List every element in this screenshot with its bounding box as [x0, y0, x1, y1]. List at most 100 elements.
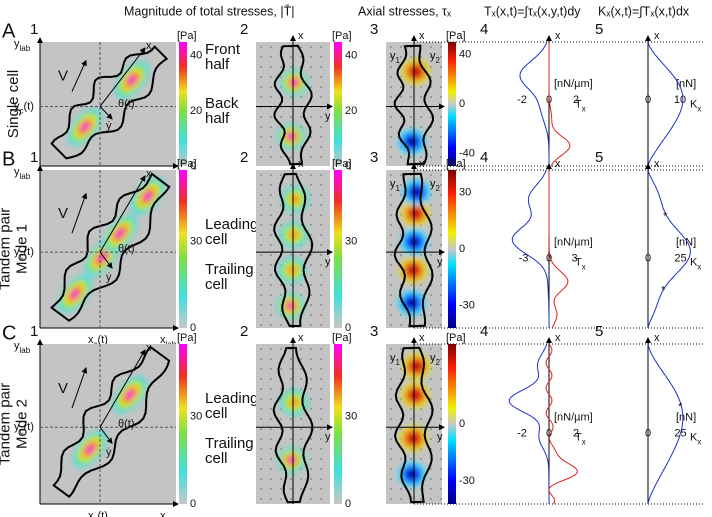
grid-dot: [390, 224, 392, 226]
grid-dot: [260, 378, 262, 380]
grid-dot: [290, 478, 292, 480]
y-axis-label-part: y: [14, 340, 20, 352]
unit-label: [nN]: [676, 236, 696, 248]
grid-dot: [320, 358, 322, 360]
grid-dot: [320, 274, 322, 276]
panel-number: 1: [30, 21, 38, 38]
colorbar-tick: 40: [190, 50, 202, 62]
grid-dot: [320, 264, 322, 266]
grid-dot: [310, 254, 312, 256]
colorbar-tick: 0: [190, 322, 196, 334]
grid-dot: [410, 116, 412, 118]
grid-dot: [320, 96, 322, 98]
colorbar: [179, 344, 187, 504]
region-note: Trailing: [205, 435, 254, 452]
grid-dot: [270, 136, 272, 138]
x-axis-label-part: x: [160, 334, 166, 346]
grid-dot: [400, 458, 402, 460]
colorbar-tick: -30: [459, 475, 475, 487]
grid-dot: [270, 234, 272, 236]
grid-dot: [270, 174, 272, 176]
grid-dot: [440, 274, 442, 276]
grid-dot: [300, 378, 302, 380]
grid-dot: [310, 204, 312, 206]
y-axis-label: y: [325, 256, 331, 268]
grid-dot: [430, 324, 432, 326]
grid-dot: [260, 66, 262, 68]
cell-x-label: x: [146, 168, 152, 180]
grid-dot: [290, 498, 292, 500]
grid-dot: [270, 368, 272, 370]
grid-dot: [420, 116, 422, 118]
grid-dot: [270, 304, 272, 306]
grid-dot: [310, 116, 312, 118]
grid-dot: [290, 368, 292, 370]
region-note: cell: [205, 405, 228, 422]
grid-dot: [270, 478, 272, 480]
grid-dot: [430, 76, 432, 78]
kx-label: Kx: [690, 98, 701, 113]
stress-spot: [86, 445, 94, 453]
y2-label-part: y: [430, 352, 436, 364]
grid-dot: [300, 254, 302, 256]
x-axis-label: x: [654, 158, 660, 170]
y1-label: y1: [390, 352, 401, 367]
grid-dot: [320, 284, 322, 286]
grid-dot: [410, 86, 412, 88]
grid-dot: [310, 368, 312, 370]
grid-dot: [320, 184, 322, 186]
panel-number: 2: [240, 149, 248, 166]
grid-dot: [420, 314, 422, 316]
grid-dot: [440, 56, 442, 58]
header-tx: Tₓ(x,t)=∫τₓ(x,y,t)dy: [484, 4, 581, 18]
x-axis-label-part: x: [160, 510, 166, 517]
grid-dot: [270, 438, 272, 440]
grid-dot: [310, 146, 312, 148]
stress-spot: [71, 290, 79, 298]
colorbar-tick: -30: [459, 299, 475, 311]
kx-label-part: x: [697, 104, 701, 113]
grid-dot: [290, 418, 292, 420]
grid-dot: [310, 86, 312, 88]
grid-dot: [270, 468, 272, 470]
heatmap-spots: [58, 177, 165, 313]
grid-dot: [300, 388, 302, 390]
colorbar: [334, 170, 342, 328]
grid-dot: [310, 488, 312, 490]
tx-curve-red: [548, 42, 571, 167]
yc-label-part: (t): [24, 246, 34, 258]
grid-dot: [310, 56, 312, 58]
grid-dot: [390, 348, 392, 350]
tx-curve-blue: [519, 41, 550, 166]
grid-dot: [400, 324, 402, 326]
grid-dot: [270, 498, 272, 500]
cell-axis: [99, 47, 146, 107]
grid-dot: [310, 46, 312, 48]
grid-dot: [430, 468, 432, 470]
x-axis-label: x: [419, 158, 425, 170]
grid-dot: [390, 204, 392, 206]
grid-dot: [420, 126, 422, 128]
grid-dot: [420, 498, 422, 500]
grid-dot: [260, 408, 262, 410]
grid-dot: [300, 56, 302, 58]
colorbar-tick: 20: [190, 105, 202, 117]
ydot-arrow: [99, 106, 113, 120]
grid-dot: [300, 46, 302, 48]
panel-number: 5: [595, 149, 603, 166]
grid-dot: [440, 368, 442, 370]
grid-dot: [430, 254, 432, 256]
grid-dot: [400, 498, 402, 500]
ydot-label: ẏ: [106, 447, 112, 459]
tx-label: Tx: [575, 98, 586, 113]
colorbar-tick: 0: [190, 160, 196, 172]
grid-dot: [280, 76, 282, 78]
grid-dot: [430, 314, 432, 316]
grid-dot: [300, 116, 302, 118]
tx-label-part: x: [582, 262, 586, 271]
kx-curve: [647, 41, 684, 167]
grid-dot: [270, 46, 272, 48]
grid-dot: [320, 174, 322, 176]
grid-dot: [400, 428, 402, 430]
colorbar-tick: 0: [190, 498, 196, 510]
